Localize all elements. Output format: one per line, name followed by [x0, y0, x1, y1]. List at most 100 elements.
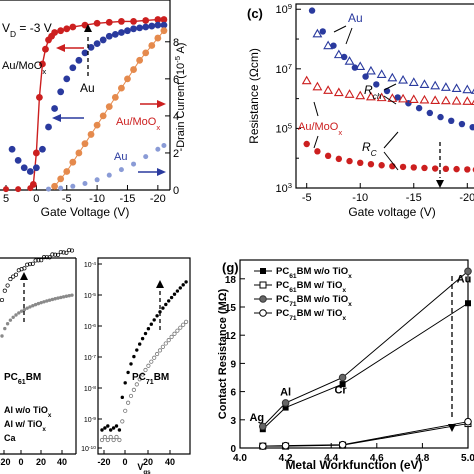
y-tick-label-part: 7 [288, 61, 292, 70]
annotation-part: PC [4, 372, 18, 383]
data-point-lightblue [94, 177, 100, 183]
data-point-blue [26, 168, 34, 175]
data-point-circle-open [464, 417, 472, 426]
data-point-blue [69, 64, 77, 72]
data-point-black [109, 428, 113, 432]
data-point-lightblue [131, 161, 137, 167]
annotation-part: 71 [146, 379, 154, 386]
x-axis-label: Gate Voltage (V) [41, 205, 130, 219]
y-tick-label-part: 10 [275, 4, 287, 16]
vd-annotation-part: V [2, 21, 10, 35]
legend-ca-part: Ca [4, 433, 16, 443]
data-point-blue [45, 123, 52, 131]
data-point-blue [142, 23, 150, 31]
data-point-blue-triangle [430, 80, 441, 90]
data-point-red [93, 19, 101, 27]
data-point-lightblue [155, 146, 161, 152]
y-tick-label-part: -5 [92, 292, 97, 298]
data-point-grey [169, 334, 174, 339]
legend-entry-1: PC61BM w/ TiOx [276, 280, 346, 294]
data-point-blue [39, 145, 46, 153]
data-point-red [51, 29, 58, 36]
x-tick-label: 4.8 [415, 453, 429, 464]
data-point-blue-circle [448, 117, 455, 125]
y-tick-label: 6 [230, 388, 236, 399]
y-axis-label: Resistance (Ωcm) [247, 48, 261, 144]
data-point-black [135, 348, 139, 352]
data-point-red [160, 16, 168, 23]
y-tick-label-part: 10 [275, 123, 287, 135]
data-point-blue [51, 105, 58, 112]
data-point-red-circle [314, 148, 321, 155]
data-point-grey [25, 306, 29, 310]
x-tick-label: 4.6 [370, 453, 384, 464]
data-point-black [50, 252, 55, 257]
y-tick-label: 0 [173, 185, 179, 197]
data-point-grey [50, 297, 55, 302]
arrow-head [436, 180, 444, 188]
y-tick-label-part: 8 [173, 37, 179, 49]
series-line-orange [54, 30, 165, 187]
data-point-black [100, 428, 104, 432]
data-point-black [184, 280, 188, 284]
data-point-grey [143, 367, 148, 373]
plot-frame [239, 259, 469, 449]
data-point-circle-filled [281, 399, 290, 407]
data-point-black [27, 262, 33, 267]
y-tick-label-part: 9 [230, 359, 236, 370]
data-point-circle-filled [464, 267, 472, 276]
data-point-blue [20, 164, 28, 172]
data-point-red-circle [367, 160, 375, 168]
data-point-black [164, 302, 168, 307]
plot-frame [97, 257, 191, 455]
metal-label-al: Al [280, 387, 291, 399]
data-point-red-circle [346, 157, 353, 165]
y-axis-label-part: Contact Resistance (MΩ) [217, 288, 229, 419]
leader-au-moox-2 [313, 135, 319, 149]
data-point-blue-triangle [440, 82, 451, 91]
data-point-blue-circle [394, 94, 401, 101]
x-tick-label: 40 [57, 457, 67, 467]
data-point-red-circle [421, 164, 428, 172]
data-point-grey [102, 434, 108, 440]
x-tick-label: 4.0 [233, 453, 247, 464]
data-point-lightblue [106, 172, 112, 178]
data-point-blue-triangle [344, 56, 355, 65]
x-tick-label-part: -20 [97, 457, 110, 467]
data-point-red-triangle [323, 85, 334, 94]
data-point-grey [42, 300, 46, 304]
data-point-black [181, 283, 185, 287]
y-axis-label: -Drain Current (10-5 A) [173, 43, 188, 152]
data-point-grey [108, 434, 113, 440]
data-point-grey [128, 393, 134, 399]
data-point-blue-triangle [462, 84, 473, 94]
data-point-red [39, 60, 46, 68]
x-tick-label-part: -5 [62, 193, 72, 205]
x-axis-label-part: V [137, 462, 143, 472]
data-point-red-triangle [440, 95, 451, 105]
data-point-black [8, 277, 13, 282]
data-point-red-triangle [419, 94, 430, 104]
data-point-grey [67, 293, 71, 298]
x-tick-label-part: -15 [406, 192, 422, 204]
data-point-black [120, 395, 125, 400]
data-point-blue [124, 27, 131, 35]
label-au-moox-left-part: Au/MoO [2, 60, 43, 72]
data-point-grey [126, 400, 131, 405]
data-point-circle-filled [338, 373, 347, 382]
data-point-black [39, 258, 44, 263]
data-point-black [129, 362, 133, 366]
y-tick-label-part: 10 [84, 293, 92, 300]
legend-entry-3-part: BM w/ TiO [297, 308, 343, 319]
data-point-lightblue [46, 186, 52, 192]
legend-al-wo-tiox-part: Al w/o TiO [4, 405, 48, 415]
y-tick-label: 10-10 [81, 445, 96, 454]
label-rc: RC [362, 140, 378, 158]
x-tick-label: 20 [36, 457, 46, 467]
arrow-head-right-red [157, 100, 166, 108]
legend-al-w-tiox-part: Al w/ TiO [4, 419, 42, 429]
data-point-red-circle [431, 165, 439, 172]
data-point-black [2, 288, 7, 293]
y-tick-label: 105 [275, 121, 292, 136]
arrow-head-left-red [56, 44, 65, 52]
